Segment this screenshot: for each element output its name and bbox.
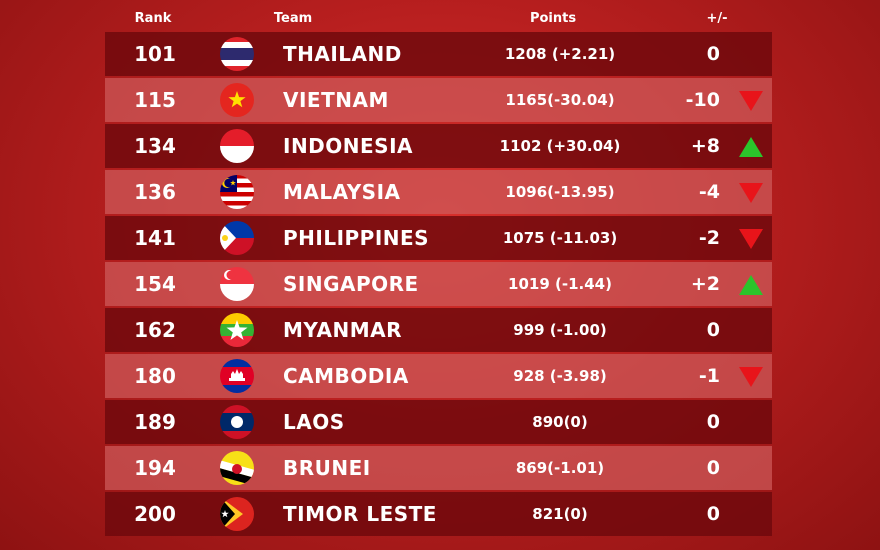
flag-icon xyxy=(220,267,254,301)
points: 1019 (-1.44) xyxy=(508,275,612,293)
flag-icon xyxy=(220,497,254,531)
trend-arrow xyxy=(739,183,763,203)
team-name: CAMBODIA xyxy=(283,364,409,388)
rank: 154 xyxy=(134,272,176,296)
table-row: 141 PHILIPPINES 1075 (-11.03) -2 xyxy=(105,216,772,260)
trend-arrow xyxy=(739,275,763,295)
trend-arrow xyxy=(739,367,763,387)
table-row: 200 TIMOR LESTE 821(0) 0 xyxy=(105,492,772,536)
table-row: 194 BRUNEI 869(-1.01) 0 xyxy=(105,446,772,490)
flag-icon xyxy=(220,37,254,71)
rank-change: 0 xyxy=(706,43,720,65)
points: 928 (-3.98) xyxy=(513,367,607,385)
points: 890(0) xyxy=(532,413,588,431)
rank: 162 xyxy=(134,318,176,342)
rank: 141 xyxy=(134,226,176,250)
trend-arrow xyxy=(739,137,763,157)
rank: 189 xyxy=(134,410,176,434)
column-header: Rank xyxy=(134,11,172,26)
rank-change: -1 xyxy=(698,365,720,387)
team-name: MYANMAR xyxy=(283,318,402,342)
trend-arrow xyxy=(739,229,763,249)
table-row: 115 VIETNAM 1165(-30.04) -10 xyxy=(105,78,772,122)
points: 1208 (+2.21) xyxy=(504,45,616,63)
flag-icon xyxy=(220,405,254,439)
rank-change: +8 xyxy=(690,135,720,157)
team-name: SINGAPORE xyxy=(283,272,419,296)
flag-icon xyxy=(220,359,254,393)
flag-icon xyxy=(220,83,254,117)
points: 1096(-13.95) xyxy=(505,183,615,201)
flag-icon xyxy=(220,313,254,347)
rank: 194 xyxy=(134,456,176,480)
team-name: INDONESIA xyxy=(283,134,414,158)
trend-arrow xyxy=(739,91,763,111)
table-row: 180 CAMBODIA 928 (-3.98) -1 xyxy=(105,354,772,398)
rank-change: 0 xyxy=(706,503,720,525)
flag-icon xyxy=(220,451,254,485)
rank: 101 xyxy=(134,42,176,66)
team-name: PHILIPPINES xyxy=(283,226,430,250)
flag-icon xyxy=(220,129,254,163)
team-name: MALAYSIA xyxy=(283,180,401,204)
team-name: LAOS xyxy=(283,410,345,434)
rank: 136 xyxy=(134,180,176,204)
team-name: TIMOR LESTE xyxy=(283,502,437,526)
rank-change: -2 xyxy=(698,227,720,249)
column-header: Team xyxy=(273,11,313,26)
points: 999 (-1.00) xyxy=(513,321,607,339)
table-row: 162 MYANMAR 999 (-1.00) 0 xyxy=(105,308,772,352)
ranking-table: 101 THAILAND 1208 (+2.21) 0 115 VIETNAM 1165(-… xyxy=(105,32,772,538)
flag-icon xyxy=(220,221,254,255)
table-row: 136 MALAYSIA 1096(-13.95) -4 xyxy=(105,170,772,214)
column-header: Points xyxy=(529,11,577,26)
rank-change: 0 xyxy=(706,457,720,479)
table-row: 189 LAOS 890(0) 0 xyxy=(105,400,772,444)
rank: 134 xyxy=(134,134,176,158)
points: 869(-1.01) xyxy=(515,459,605,477)
table-row: 134 INDONESIA 1102 (+30.04) +8 xyxy=(105,124,772,168)
rank-change: +2 xyxy=(690,273,720,295)
points: 1075 (-11.03) xyxy=(502,229,618,247)
points: 821(0) xyxy=(532,505,588,523)
rank-change: 0 xyxy=(706,411,720,433)
table-row: 101 THAILAND 1208 (+2.21) 0 xyxy=(105,32,772,76)
points: 1102 (+30.04) xyxy=(499,137,621,155)
rank-change: -10 xyxy=(685,89,720,111)
rank: 200 xyxy=(134,502,176,526)
points: 1165(-30.04) xyxy=(505,91,615,109)
team-name: VIETNAM xyxy=(283,88,389,112)
team-name: THAILAND xyxy=(283,42,402,66)
rank: 180 xyxy=(134,364,176,388)
table-row: 154 SINGAPORE 1019 (-1.44) +2 xyxy=(105,262,772,306)
flag-icon xyxy=(220,175,254,209)
team-name: BRUNEI xyxy=(283,456,371,480)
column-header: +/- xyxy=(706,11,728,26)
rank-change: 0 xyxy=(706,319,720,341)
rank-change: -4 xyxy=(698,181,720,203)
rank: 115 xyxy=(134,88,176,112)
